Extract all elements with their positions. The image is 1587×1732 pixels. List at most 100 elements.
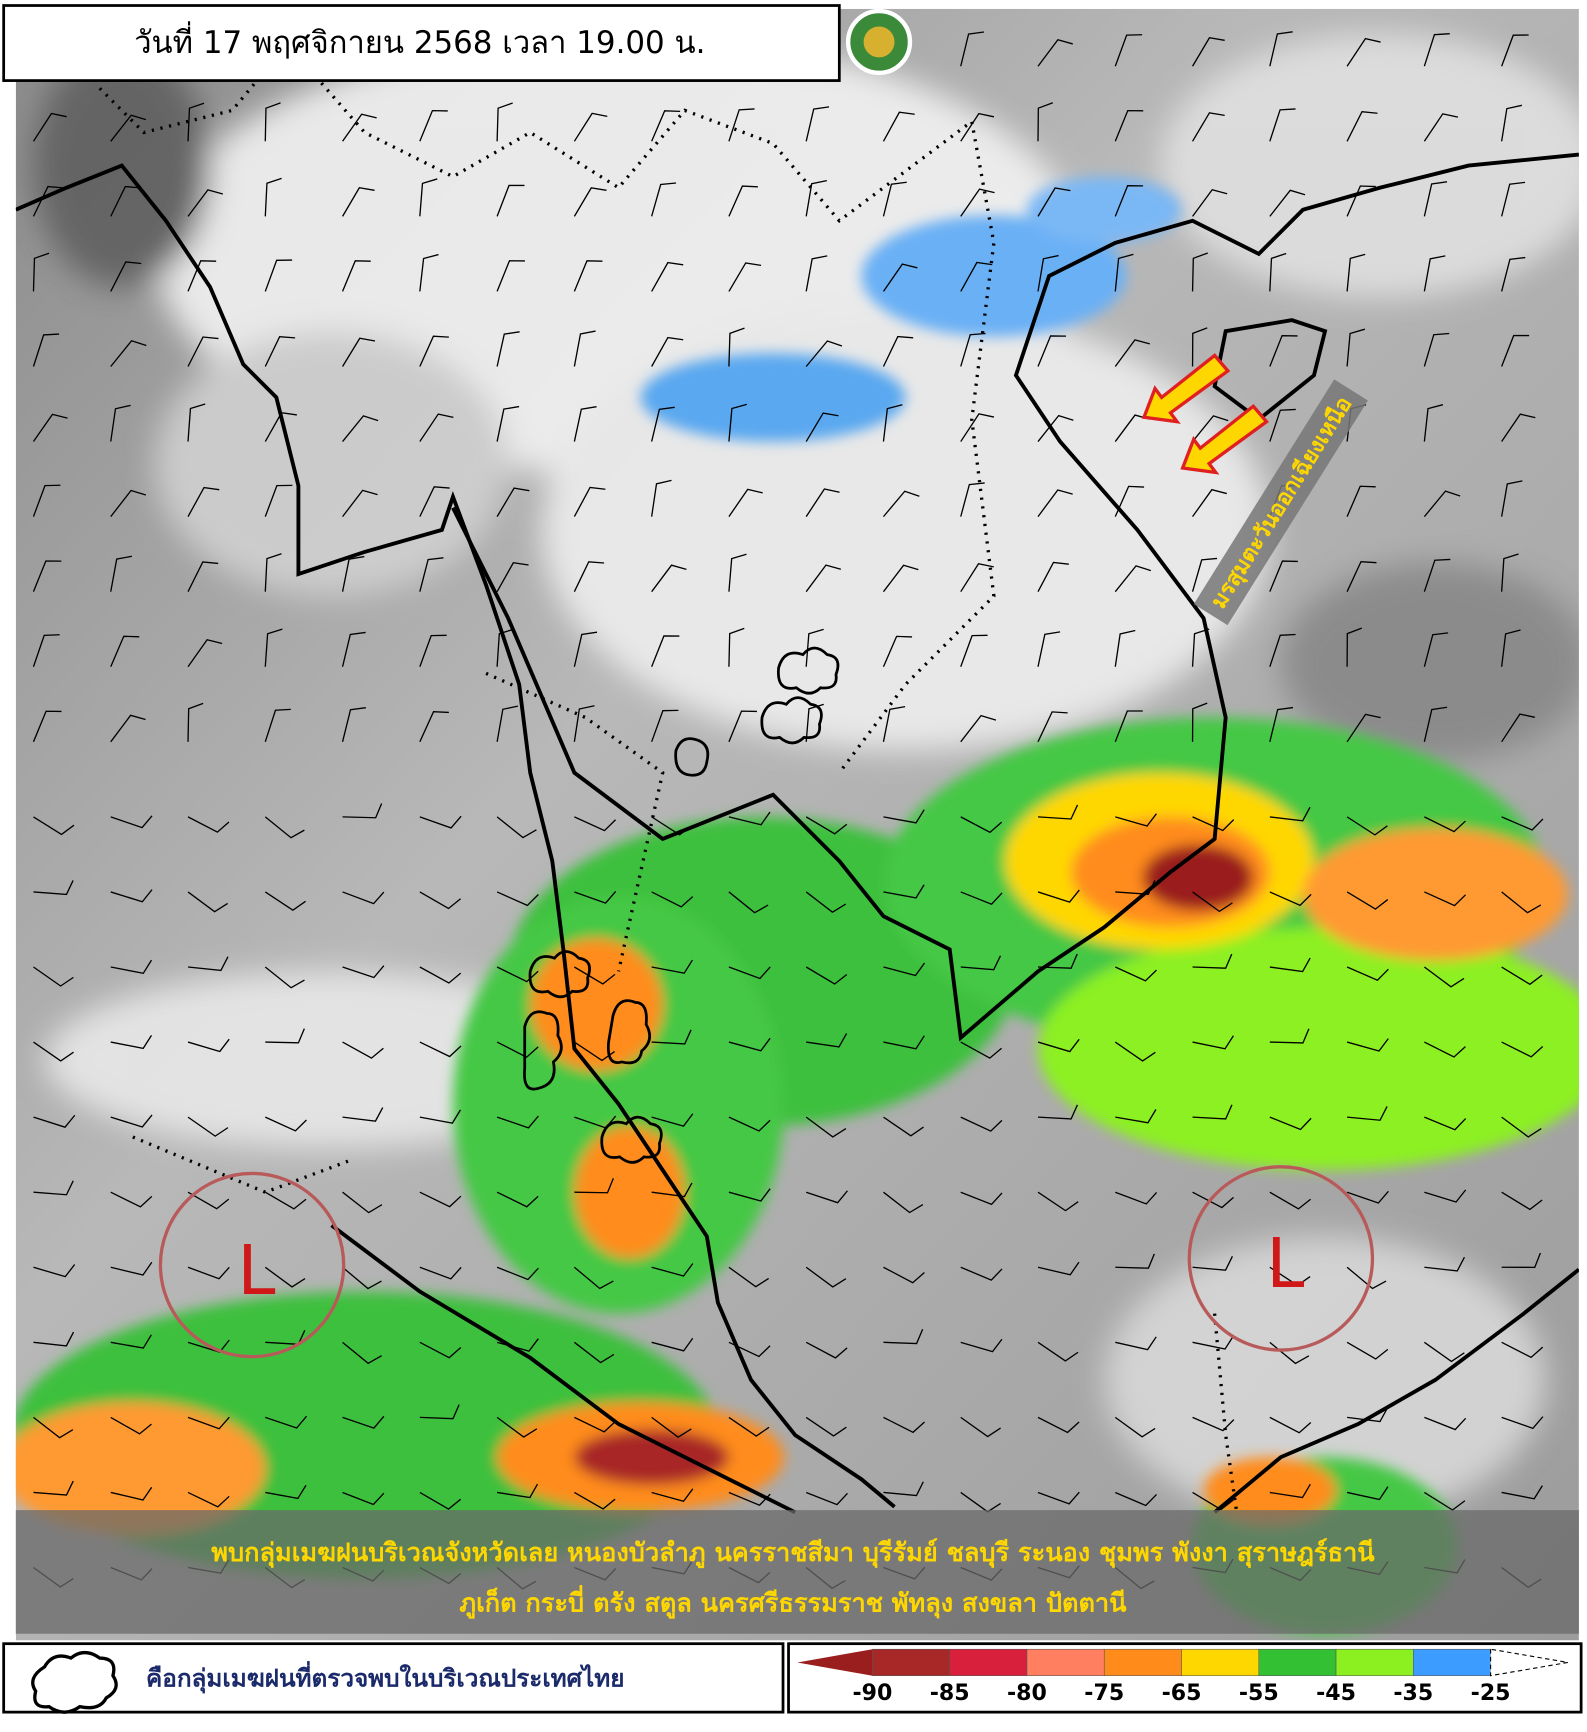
- colorbar-segment: [1026, 1648, 1105, 1676]
- wind-barb: [1114, 1041, 1156, 1062]
- caption-band: [15, 1510, 1579, 1634]
- wind-barb: [1269, 706, 1294, 742]
- wind-barb: [496, 184, 525, 217]
- wind-barb: [110, 635, 140, 668]
- wind-barb: [187, 1116, 229, 1137]
- wind-barb: [1346, 485, 1376, 517]
- wind-barb: [342, 1107, 384, 1122]
- wind-barb: [187, 891, 229, 913]
- wind-barb: [805, 816, 848, 835]
- wind-barb: [1191, 628, 1210, 667]
- wind-barb: [496, 102, 513, 142]
- wind-barb: [496, 1266, 539, 1281]
- colorbar-segment: [1335, 1648, 1414, 1676]
- wind-barb: [1192, 1104, 1233, 1120]
- wind-barb: [419, 710, 449, 743]
- wind-barb: [33, 966, 74, 987]
- wind-barb: [728, 553, 747, 592]
- wind-barb: [1114, 253, 1134, 292]
- wind-barb: [805, 412, 839, 442]
- wind-barb: [728, 710, 757, 743]
- annotation-band: [1193, 379, 1368, 626]
- wind-barb: [110, 185, 141, 217]
- wind-barb: [1114, 629, 1136, 667]
- wind-barb: [805, 628, 824, 667]
- wind-barb: [33, 1331, 75, 1347]
- wind-barb: [960, 634, 988, 667]
- wind-barb: [651, 891, 694, 908]
- wind-barb: [805, 255, 828, 292]
- wind-barb: [1500, 629, 1521, 667]
- wind-barb: [1269, 560, 1298, 592]
- wind-barb: [573, 260, 603, 292]
- wind-barb: [728, 1116, 771, 1132]
- wind-barb: [264, 259, 293, 292]
- wind-barb: [341, 555, 365, 592]
- wind-barb: [960, 1266, 1003, 1281]
- wind-barb: [110, 1486, 153, 1501]
- wind-barb: [1192, 891, 1233, 913]
- wind-barb: [1501, 1252, 1542, 1269]
- wind-barb: [960, 31, 985, 67]
- wind-barb: [1424, 816, 1466, 833]
- wind-barb: [1037, 1104, 1079, 1120]
- wind-barb: [651, 564, 687, 593]
- low-pressure-circle: [1187, 1165, 1375, 1352]
- wind-barb: [1037, 187, 1071, 217]
- wind-barb: [1424, 1189, 1467, 1203]
- wind-barb: [1115, 1336, 1157, 1351]
- low-pressure-label: L: [237, 1231, 275, 1311]
- wind-barb: [1114, 185, 1144, 217]
- wind-barb: [1424, 1491, 1466, 1511]
- wind-barb: [728, 1416, 770, 1437]
- wind-barb: [883, 1481, 924, 1497]
- wind-barb: [496, 891, 539, 907]
- wind-barb: [264, 891, 306, 911]
- wind-barb: [341, 337, 376, 367]
- wind-barb: [1115, 813, 1157, 827]
- colorbar-label: -25: [1471, 1681, 1511, 1706]
- wind-barb: [805, 891, 847, 913]
- colorbar: -90 -85 -80 -75 -65 -55 -45 -35 -25: [797, 1648, 1568, 1706]
- wind-barb: [1501, 1191, 1543, 1211]
- wind-barb: [187, 1191, 230, 1210]
- wind-barb: [960, 188, 995, 217]
- wind-barb: [187, 561, 219, 592]
- wind-barb: [1037, 1261, 1080, 1276]
- wind-barb: [33, 1041, 74, 1062]
- wind-barb: [264, 553, 282, 592]
- wind-barb: [573, 406, 597, 442]
- wind-barb: [496, 487, 530, 517]
- wind-barb: [1346, 1486, 1389, 1501]
- wind-barb: [419, 486, 450, 517]
- wind-barb: [110, 714, 146, 743]
- wind-barb: [1115, 1191, 1158, 1205]
- wind-barb: [265, 1415, 308, 1429]
- wind-barb: [1114, 34, 1143, 67]
- wind-barb: [264, 1191, 307, 1210]
- caption-line: ภูเก็ต กระบี่ ตรัง สตูล นครศรีธรรมราช พั…: [459, 1585, 1127, 1620]
- wind-barb: [960, 261, 993, 292]
- wind-barb: [1269, 189, 1306, 217]
- wind-barb: [728, 966, 771, 980]
- colorbar-segment: [872, 1648, 950, 1676]
- wind-barb: [1501, 34, 1529, 67]
- wind-barb: [1192, 953, 1233, 969]
- low-pressure-circle: [158, 1171, 346, 1359]
- wind-barb: [805, 966, 848, 985]
- wind-barb: [1501, 1116, 1542, 1138]
- wind-barb: [1423, 632, 1449, 667]
- wind-barb: [1423, 113, 1459, 142]
- wind-barb: [1269, 408, 1296, 442]
- wind-barb: [32, 413, 68, 442]
- wind-barb: [419, 966, 462, 984]
- wind-barb: [1192, 1491, 1234, 1511]
- wind-barb: [1346, 627, 1363, 667]
- wind-barb: [1269, 108, 1296, 142]
- wind-barb: [110, 340, 147, 367]
- wind-barb: [1191, 252, 1209, 292]
- wind-barb: [419, 253, 439, 292]
- wind-barb: [1192, 1335, 1234, 1350]
- wind-barb: [883, 962, 926, 977]
- wind-barb: [805, 106, 830, 142]
